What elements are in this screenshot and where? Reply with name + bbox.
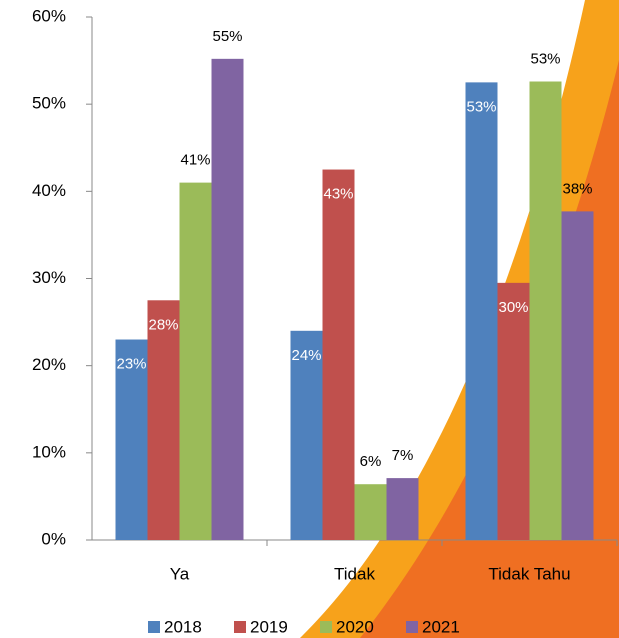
legend-swatch xyxy=(320,621,332,633)
value-label: 24% xyxy=(291,347,321,364)
bar xyxy=(212,59,244,540)
bar xyxy=(355,484,387,540)
value-label: 38% xyxy=(562,180,592,197)
value-label: 6% xyxy=(360,453,382,470)
bar xyxy=(148,300,180,540)
y-tick-label: 30% xyxy=(32,268,66,287)
value-label: 30% xyxy=(498,299,528,316)
bar xyxy=(323,170,355,540)
bar xyxy=(498,283,530,540)
bar xyxy=(530,82,562,540)
y-tick-label: 60% xyxy=(32,6,66,25)
legend-swatch xyxy=(148,621,160,633)
bar xyxy=(562,211,594,540)
bar xyxy=(466,82,498,540)
x-tick-label: Tidak Tahu xyxy=(488,564,570,583)
bar xyxy=(387,478,419,540)
y-tick-label: 0% xyxy=(41,529,66,548)
y-tick-label: 50% xyxy=(32,94,66,113)
x-tick-label: Ya xyxy=(170,564,190,583)
value-label: 28% xyxy=(148,316,178,333)
value-label: 7% xyxy=(392,447,414,464)
legend-swatch xyxy=(406,621,418,633)
x-tick-label: Tidak xyxy=(334,564,375,583)
value-label: 41% xyxy=(180,152,210,169)
y-tick-label: 40% xyxy=(32,181,66,200)
legend-label: 2021 xyxy=(422,617,460,636)
legend-label: 2020 xyxy=(336,617,374,636)
legend-label: 2018 xyxy=(164,617,202,636)
value-label: 23% xyxy=(116,355,146,372)
value-label: 55% xyxy=(212,28,242,45)
legend-swatch xyxy=(234,621,246,633)
legend-label: 2019 xyxy=(250,617,288,636)
value-label: 53% xyxy=(530,50,560,67)
chart: 0% 10% 20% 30% 40% 50% 60% Ya Tidak Tidak Tahu 23%… xyxy=(0,0,619,638)
y-tick-label: 10% xyxy=(32,442,66,461)
value-label: 43% xyxy=(323,186,353,203)
y-tick-label: 20% xyxy=(32,355,66,374)
value-label: 53% xyxy=(466,98,496,115)
bar xyxy=(180,183,212,540)
